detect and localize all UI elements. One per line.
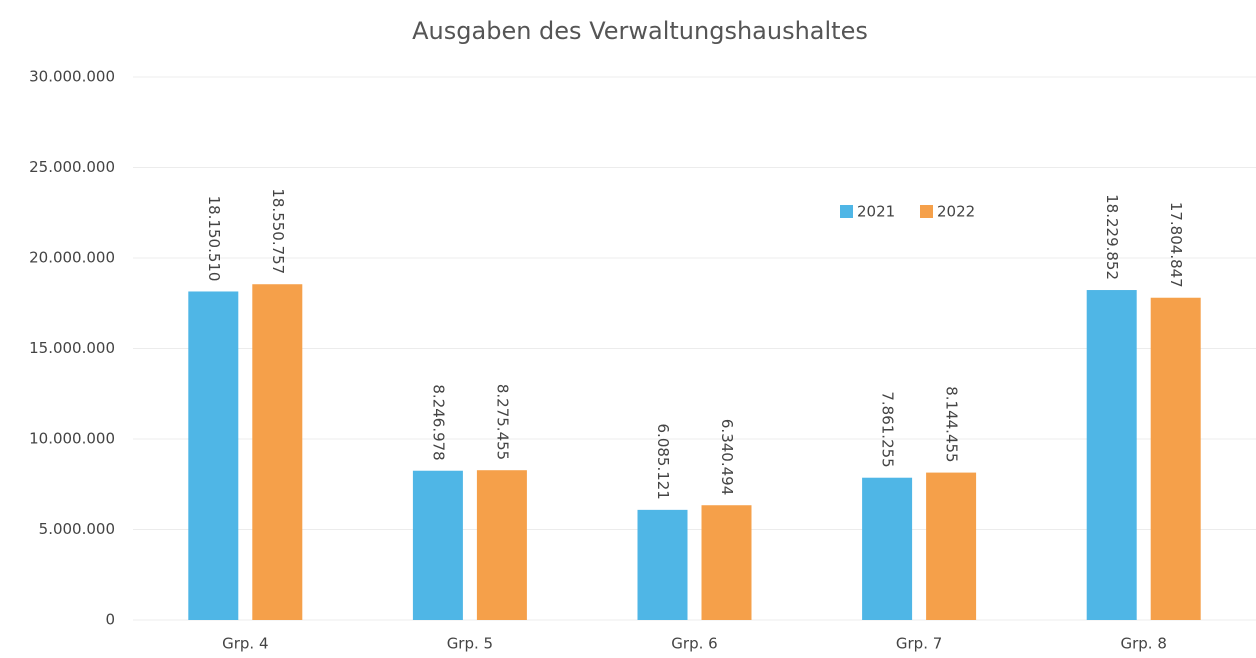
- data-label: 6.085.121: [654, 424, 672, 500]
- data-label: 17.804.847: [1167, 202, 1185, 288]
- bar: [1086, 290, 1137, 620]
- legend-swatch: [920, 205, 933, 218]
- data-label: 8.144.455: [943, 386, 961, 462]
- chart-title: Ausgaben des Verwaltungshaushaltes: [412, 17, 868, 45]
- x-tick-label: Grp. 5: [447, 635, 493, 653]
- x-tick-label: Grp. 7: [896, 635, 942, 653]
- x-tick-label: Grp. 8: [1120, 635, 1166, 653]
- data-label: 7.861.255: [879, 391, 897, 467]
- bar: [926, 472, 977, 620]
- data-label: 18.229.852: [1103, 194, 1121, 280]
- data-label: 18.150.510: [205, 196, 223, 282]
- y-tick-label: 5.000.000: [39, 520, 115, 538]
- bar: [637, 509, 688, 620]
- data-label: 8.275.455: [493, 384, 511, 460]
- legend-label: 2022: [937, 203, 975, 221]
- y-tick-label: 25.000.000: [29, 158, 115, 176]
- y-tick-label: 0: [105, 611, 115, 629]
- x-tick-label: Grp. 4: [222, 635, 268, 653]
- bar: [1150, 297, 1201, 620]
- y-tick-label: 10.000.000: [29, 430, 115, 448]
- bar: [862, 477, 913, 620]
- bar: [188, 291, 239, 620]
- bar: [252, 284, 303, 620]
- bar: [701, 505, 752, 620]
- y-tick-label: 15.000.000: [29, 339, 115, 357]
- y-tick-label: 20.000.000: [29, 249, 115, 267]
- data-label: 8.246.978: [429, 384, 447, 460]
- x-tick-label: Grp. 6: [671, 635, 717, 653]
- legend-swatch: [840, 205, 853, 218]
- y-tick-label: 30.000.000: [29, 68, 115, 86]
- bar: [476, 470, 527, 620]
- data-label: 6.340.494: [718, 419, 736, 495]
- legend-label: 2021: [857, 203, 895, 221]
- bar: [412, 470, 463, 620]
- data-label: 18.550.757: [269, 188, 287, 274]
